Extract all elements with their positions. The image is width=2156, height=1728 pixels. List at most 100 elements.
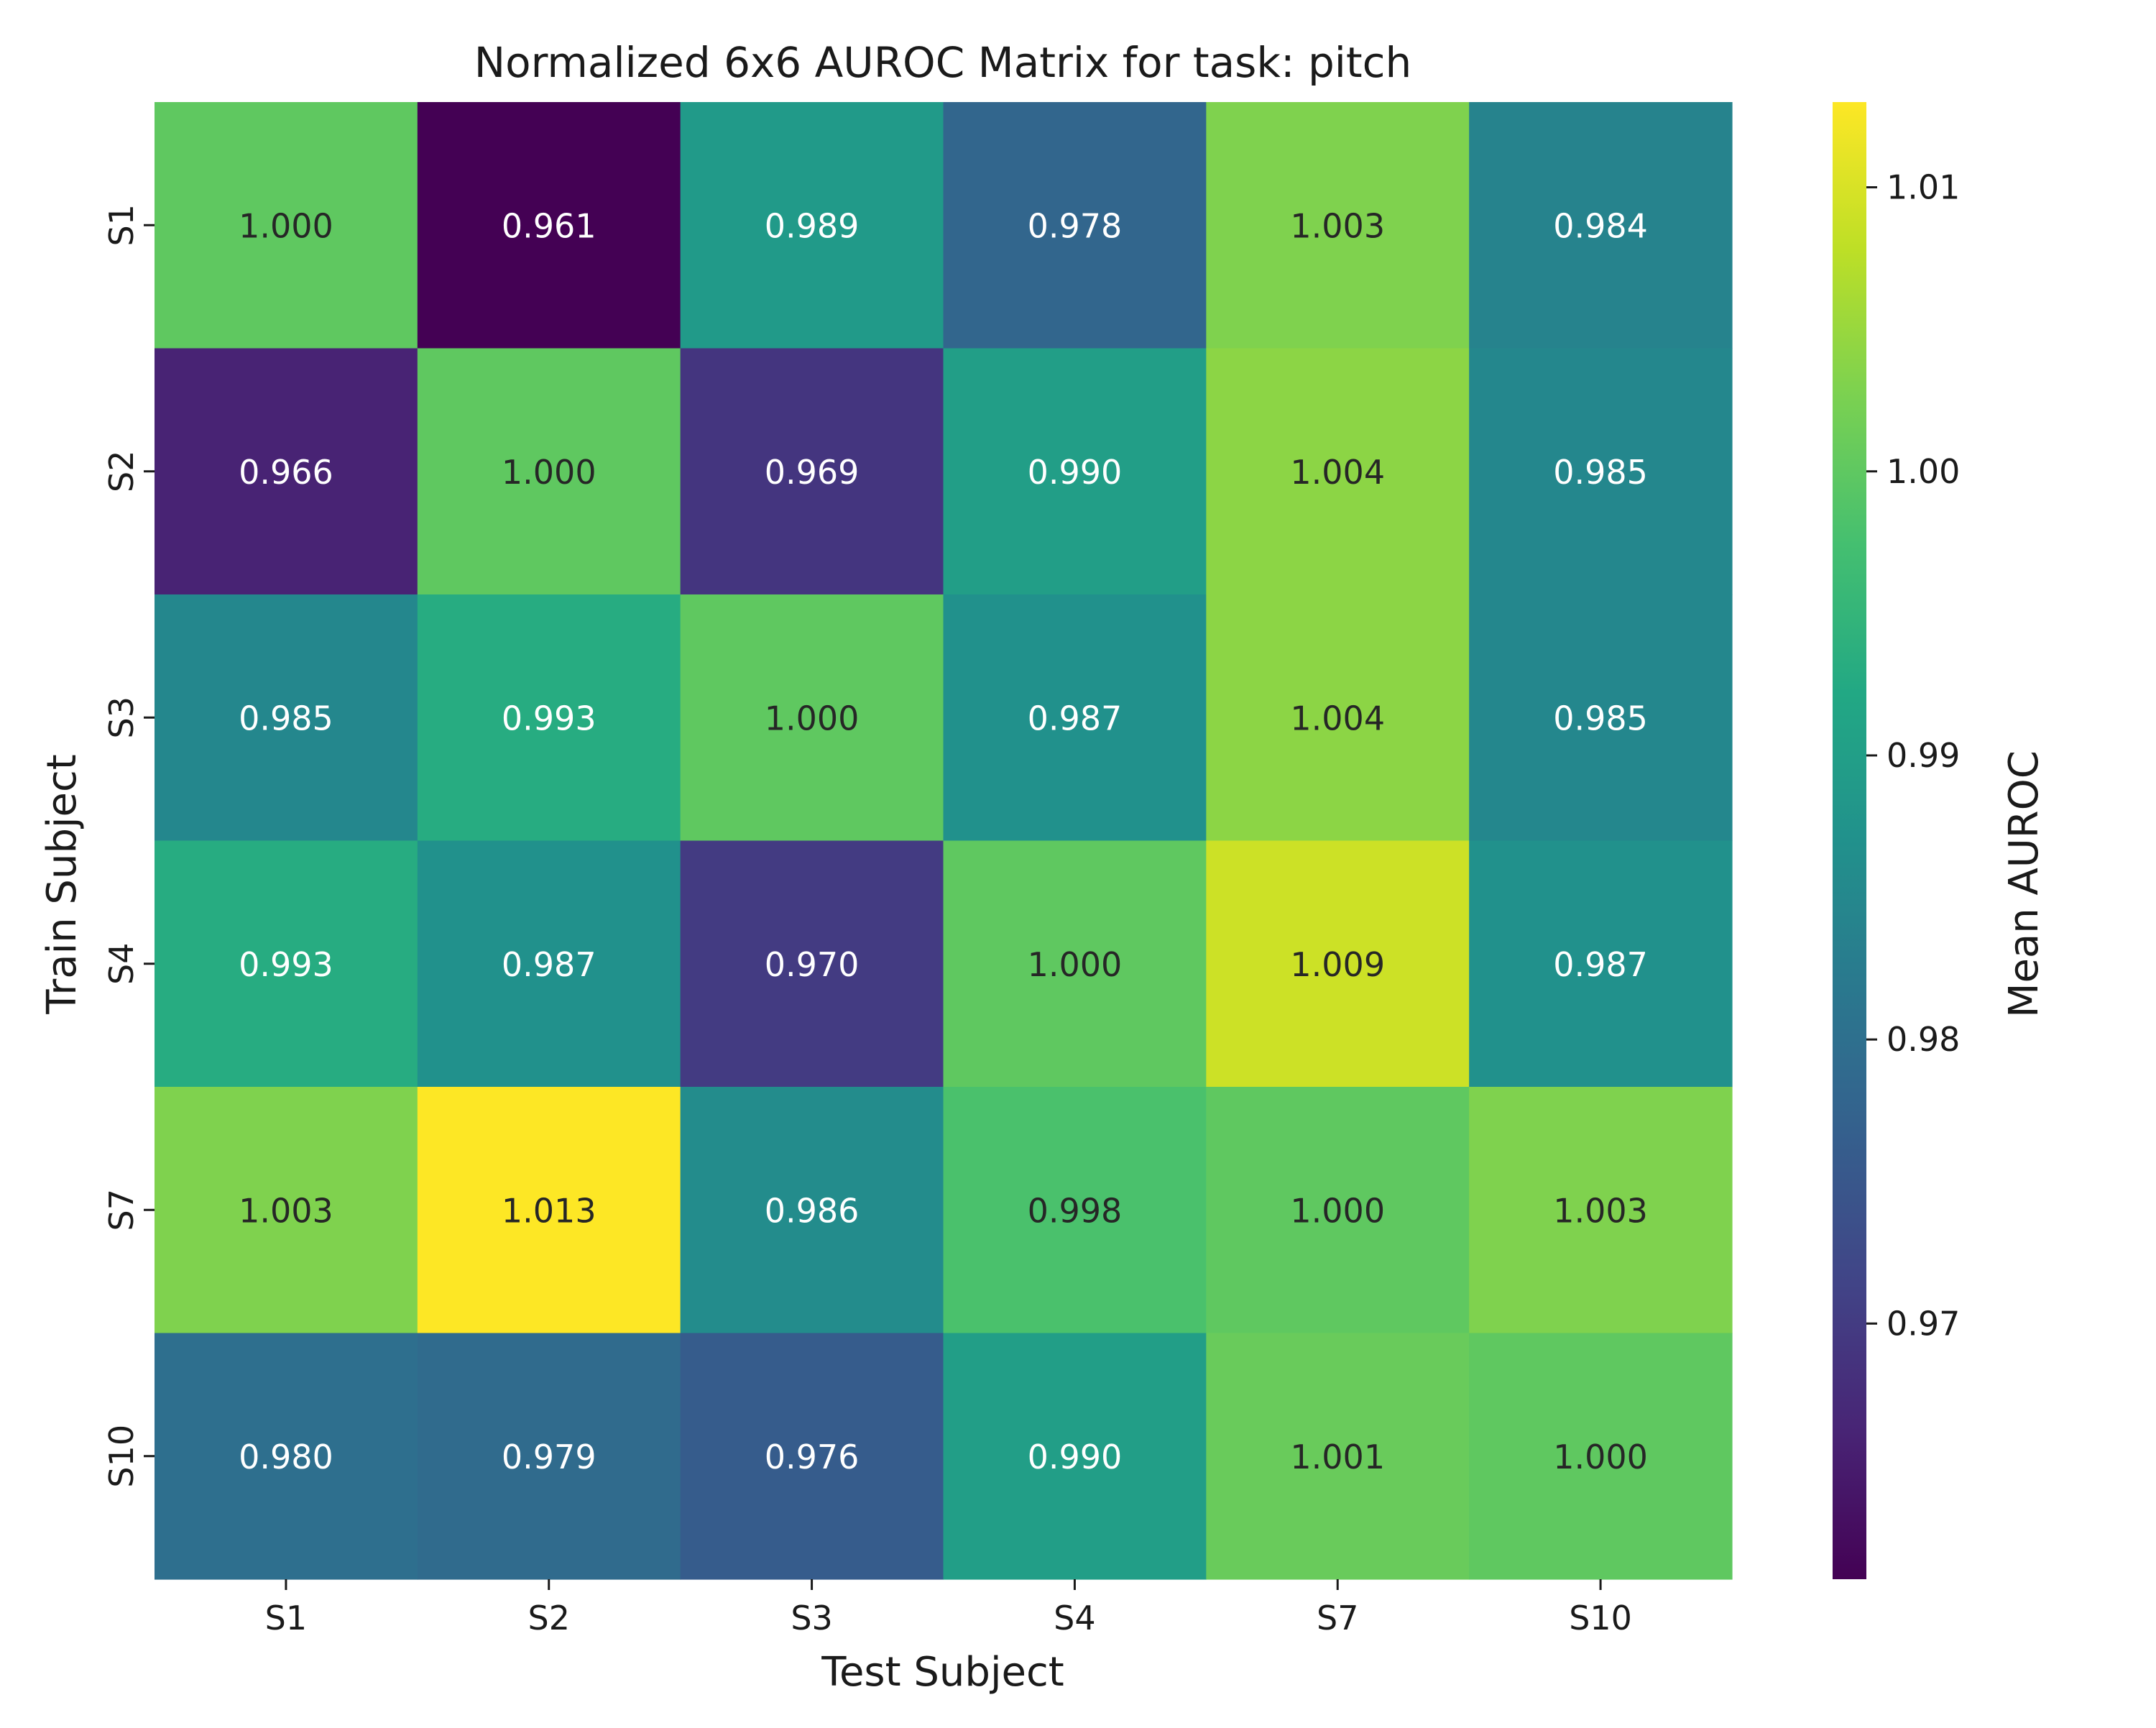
heatmap-cell-S2-S1	[155, 348, 418, 595]
heatmap-cell-S3-S1	[155, 594, 418, 842]
heatmap-cell-value: 1.000	[239, 206, 333, 245]
y-tick-label: S3	[102, 697, 141, 738]
heatmap-cell-S1-S10	[1469, 102, 1733, 349]
heatmap-cell-S3-S10	[1469, 594, 1733, 842]
heatmap-cell-S3-S3	[680, 594, 944, 842]
heatmap-cell-value: 0.990	[1028, 1438, 1123, 1476]
heatmap-cell-value: 0.989	[765, 206, 860, 245]
heatmap-cell-S2-S4	[943, 348, 1207, 595]
heatmap-cell-S7-S3	[680, 1087, 944, 1334]
heatmap-cell-value: 1.009	[1290, 945, 1385, 984]
heatmap-cell-value: 0.985	[1553, 453, 1648, 492]
heatmap-cell-S3-S2	[417, 594, 681, 842]
heatmap-cell-S7-S7	[1206, 1087, 1470, 1334]
heatmap-cell-value: 0.985	[239, 699, 333, 737]
heatmap-cell-S1-S4	[943, 102, 1207, 349]
heatmap-cell-value: 0.980	[239, 1438, 333, 1476]
heatmap-cell-value: 0.969	[765, 453, 860, 492]
heatmap-cell-value: 0.985	[1553, 699, 1648, 737]
x-tick-label: S1	[265, 1599, 307, 1637]
y-tick-label: S4	[102, 943, 141, 985]
colorbar-label: Mean AUROC	[2001, 750, 2047, 1018]
heatmap-cell-value: 0.984	[1553, 206, 1648, 245]
y-axis-ticks: S1 S2 S3 S4 S7 S10	[102, 204, 155, 1488]
y-axis-label: Train Subject	[39, 754, 86, 1015]
heatmap-cell-value: 0.990	[1028, 453, 1123, 492]
heatmap-cell-S4-S7	[1206, 840, 1470, 1088]
heatmap-cell-labels: 1.000 0.961 0.989 0.978 1.003 0.984 0.966 1.000…	[239, 206, 1648, 1476]
heatmap-cell-S1-S1	[155, 102, 418, 349]
heatmap-cell-S3-S7	[1206, 594, 1470, 842]
y-tick-label: S10	[102, 1425, 141, 1488]
heatmap-cell-S2-S7	[1206, 348, 1470, 595]
heatmap-cell-value: 0.998	[1028, 1191, 1123, 1230]
heatmap-cell-value: 1.000	[1028, 945, 1123, 984]
heatmap-cell-S7-S1	[155, 1087, 418, 1334]
heatmap-cell-value: 0.993	[502, 699, 596, 737]
heatmap-cells	[155, 102, 1733, 1580]
heatmap-cell-value: 0.966	[239, 453, 333, 492]
x-tick-label: S10	[1569, 1599, 1632, 1637]
heatmap-cell-value: 1.000	[1290, 1191, 1385, 1230]
heatmap-cell-S10-S7	[1206, 1333, 1470, 1580]
x-axis-ticks: S1 S2 S3 S4 S7 S10	[265, 1579, 1632, 1637]
chart-title: Normalized 6x6 AUROC Matrix for task: pi…	[474, 38, 1412, 87]
x-tick-label: S4	[1054, 1599, 1095, 1637]
heatmap-cell-S4-S10	[1469, 840, 1733, 1088]
x-axis-label: Test Subject	[821, 1649, 1064, 1696]
heatmap-cell-S4-S2	[417, 840, 681, 1088]
heatmap-cell-value: 0.987	[1028, 699, 1123, 737]
heatmap-cell-S10-S4	[943, 1333, 1207, 1580]
heatmap-cell-value: 0.979	[502, 1438, 596, 1476]
colorbar-tick-label: 0.99	[1886, 736, 1960, 775]
y-tick-label: S2	[102, 451, 141, 492]
heatmap-cell-value: 1.004	[1290, 699, 1385, 737]
heatmap-cell-value: 0.987	[502, 945, 596, 984]
heatmap-cell-S1-S3	[680, 102, 944, 349]
heatmap-cell-S10-S2	[417, 1333, 681, 1580]
y-tick-label: S7	[102, 1189, 141, 1231]
x-tick-label: S3	[791, 1599, 832, 1637]
heatmap-cell-S4-S4	[943, 840, 1207, 1088]
heatmap-cell-value: 1.013	[502, 1191, 596, 1230]
heatmap-cell-value: 1.000	[765, 699, 860, 737]
heatmap-cell-value: 0.961	[502, 206, 596, 245]
y-tick-label: S1	[102, 204, 141, 246]
heatmap-cell-value: 1.000	[502, 453, 596, 492]
heatmap-cell-S4-S1	[155, 840, 418, 1088]
heatmap-cell-S1-S7	[1206, 102, 1470, 349]
heatmap-cell-value: 1.001	[1290, 1438, 1385, 1476]
heatmap-cell-value: 0.986	[765, 1191, 860, 1230]
heatmap-cell-S4-S3	[680, 840, 944, 1088]
heatmap-cell-value: 1.000	[1553, 1438, 1648, 1476]
x-tick-label: S2	[528, 1599, 570, 1637]
heatmap-cell-S7-S10	[1469, 1087, 1733, 1334]
heatmap-cell-S2-S2	[417, 348, 681, 595]
heatmap-cell-value: 0.970	[765, 945, 860, 984]
heatmap-cell-value: 1.004	[1290, 453, 1385, 492]
heatmap-cell-value: 1.003	[239, 1191, 333, 1230]
heatmap-cell-S3-S4	[943, 594, 1207, 842]
heatmap-cell-S10-S10	[1469, 1333, 1733, 1580]
heatmap-cell-value: 0.978	[1028, 206, 1123, 245]
heatmap-cell-S7-S2	[417, 1087, 681, 1334]
heatmap-cell-value: 1.003	[1290, 206, 1385, 245]
heatmap-cell-S7-S4	[943, 1087, 1207, 1334]
heatmap-cell-value: 0.976	[765, 1438, 860, 1476]
heatmap-cell-S10-S3	[680, 1333, 944, 1580]
colorbar-tick-label: 1.00	[1886, 452, 1960, 491]
colorbar: 0.97 0.98 0.99 1.00 1.01	[1833, 102, 1960, 1579]
heatmap-cell-value: 0.987	[1553, 945, 1648, 984]
x-tick-label: S7	[1317, 1599, 1358, 1637]
heatmap-cell-value: 0.993	[239, 945, 333, 984]
colorbar-tick-label: 1.01	[1886, 168, 1960, 207]
heatmap-cell-S2-S10	[1469, 348, 1733, 595]
heatmap-cell-S10-S1	[155, 1333, 418, 1580]
colorbar-tick-label: 0.98	[1886, 1020, 1960, 1059]
colorbar-tick-label: 0.97	[1886, 1304, 1960, 1343]
heatmap-cell-value: 1.003	[1553, 1191, 1648, 1230]
heatmap-cell-S1-S2	[417, 102, 681, 349]
heatmap-cell-S2-S3	[680, 348, 944, 595]
